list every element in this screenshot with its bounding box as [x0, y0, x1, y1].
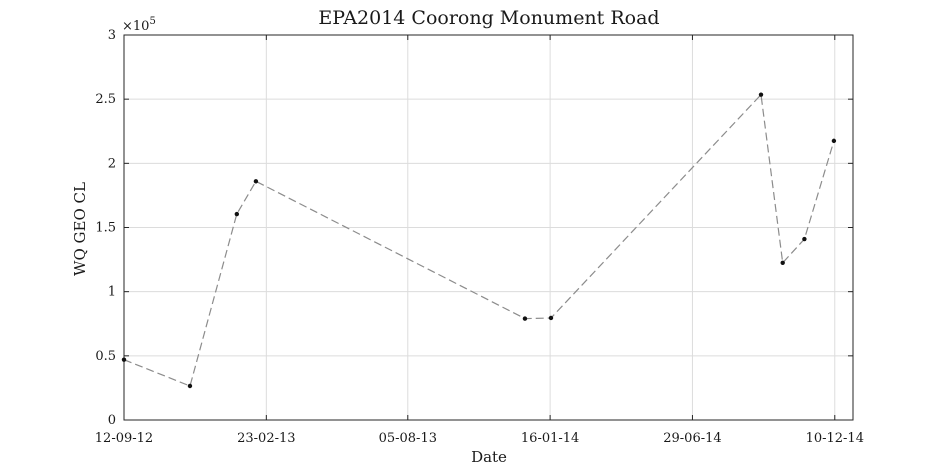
y-tick-label: 2.5	[95, 92, 116, 107]
data-point	[121, 357, 127, 362]
data-point	[253, 179, 259, 184]
data-point	[187, 383, 193, 389]
y-axis-label: WQ GEO CL	[71, 182, 89, 276]
data-point	[522, 316, 528, 321]
axes-ticks: 0 0.5 1 1.5 2 2.5 3 12-09-12 23-02-13 05-08-13 16-…	[95, 28, 864, 446]
x-tick-label: 10-12-14	[806, 431, 864, 446]
grid	[123, 34, 853, 421]
data-point	[548, 315, 554, 321]
x-tick-label: 29-06-14	[663, 431, 721, 446]
x-tick-label: 12-09-12	[95, 431, 153, 446]
y-tick-label: 3	[108, 28, 116, 43]
x-tick-label: 05-08-13	[379, 431, 437, 446]
data-point	[758, 92, 764, 97]
data-point	[802, 236, 807, 242]
y-exponent-power: 5	[149, 16, 155, 27]
series-group	[121, 92, 837, 389]
y-tick-label: 0.5	[95, 349, 116, 364]
y-tick-label: 0	[108, 413, 116, 428]
y-tick-label: 1	[108, 285, 116, 300]
y-exponent-base: ×10	[122, 19, 149, 34]
data-point	[234, 211, 240, 217]
data-point	[780, 260, 785, 265]
x-tick-label: 23-02-13	[237, 431, 295, 446]
x-tick-label: 16-01-14	[521, 431, 579, 446]
x-axis-label: Date	[471, 448, 507, 466]
chart-title: EPA2014 Coorong Monument Road	[318, 7, 659, 29]
y-exponent-multiplier: ×105	[122, 16, 156, 34]
y-tick-label: 1.5	[95, 221, 116, 236]
data-point	[831, 138, 837, 144]
series-line	[123, 93, 835, 387]
y-tick-label: 2	[108, 156, 116, 171]
